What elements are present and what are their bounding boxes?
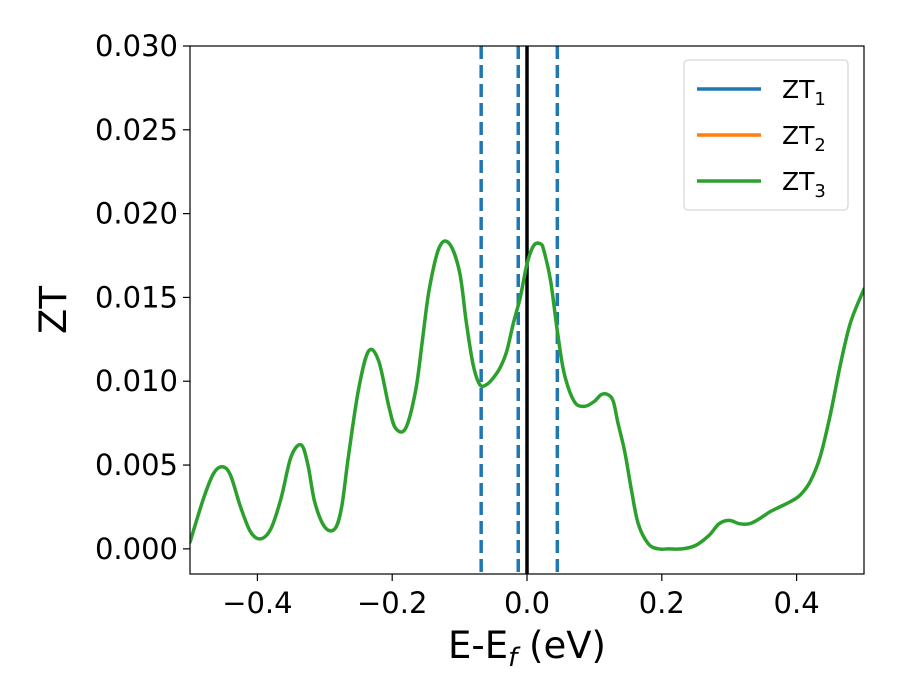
x-tick-label: 0.4 bbox=[774, 586, 820, 620]
x-tick-label: 0.0 bbox=[504, 586, 550, 620]
series-line-1 bbox=[190, 239, 864, 551]
y-tick-label: 0.005 bbox=[95, 448, 178, 482]
x-tick-label: −0.2 bbox=[357, 586, 427, 620]
x-axis-ticks: −0.4 −0.2 0.0 0.2 0.4 bbox=[222, 574, 820, 620]
y-tick-label: 0.000 bbox=[95, 532, 178, 566]
legend: ZT1 ZT2 ZT3 bbox=[683, 59, 849, 211]
series-lines bbox=[190, 239, 864, 551]
legend-label-1: ZT1 bbox=[782, 75, 826, 110]
y-tick-label: 0.015 bbox=[95, 280, 178, 314]
x-tick-label: 0.2 bbox=[639, 586, 685, 620]
y-axis-ticks: 0.000 0.005 0.010 0.015 0.020 0.025 0.030 bbox=[95, 29, 190, 566]
x-axis-title-main: E-E bbox=[448, 624, 508, 667]
vertical-lines bbox=[479, 46, 560, 574]
y-tick-label: 0.010 bbox=[95, 364, 178, 398]
y-tick-label: 0.030 bbox=[95, 29, 178, 63]
y-tick-label: 0.025 bbox=[95, 113, 178, 147]
x-axis-title: E-Ef (eV) bbox=[448, 624, 606, 673]
x-tick-label: −0.4 bbox=[222, 586, 292, 620]
y-tick-label: 0.020 bbox=[95, 197, 178, 231]
legend-label-2: ZT2 bbox=[782, 121, 826, 156]
x-axis-title-unit: (eV) bbox=[517, 624, 606, 667]
y-axis-title: ZT bbox=[32, 286, 75, 334]
legend-label-3: ZT3 bbox=[782, 167, 826, 202]
legend-box bbox=[683, 59, 849, 211]
